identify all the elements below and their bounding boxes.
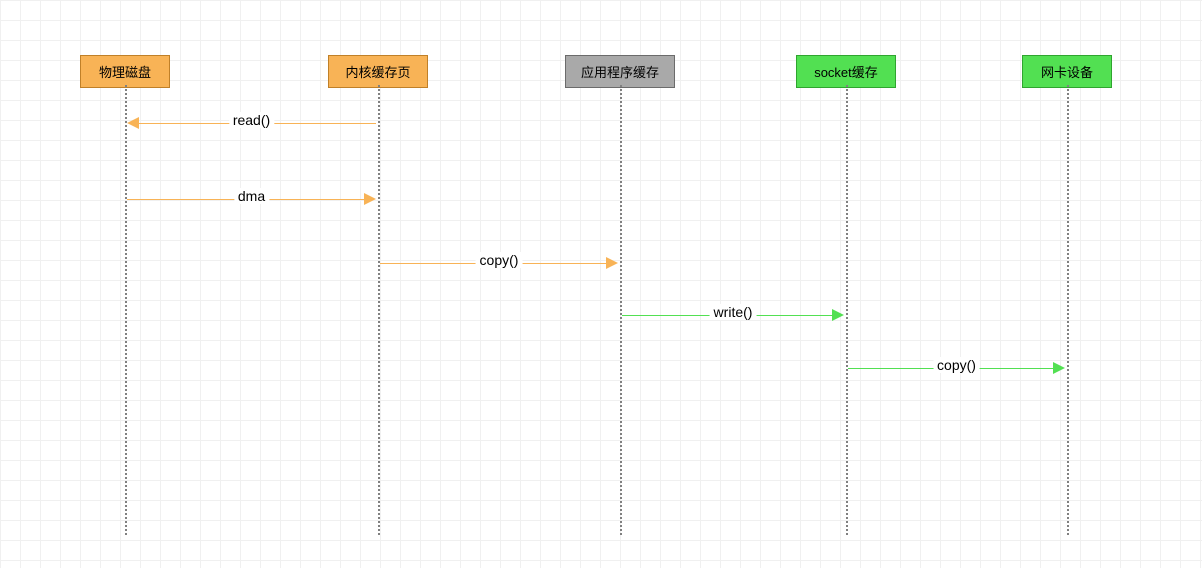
message-arrowhead-4 [1053, 362, 1065, 374]
message-arrowhead-2 [606, 257, 618, 269]
message-label-2: copy() [476, 252, 523, 268]
participant-kernel: 内核缓存页 [328, 55, 428, 88]
lifeline-socket [846, 85, 848, 535]
message-label-0: read() [229, 112, 274, 128]
lifeline-app [620, 85, 622, 535]
participant-disk: 物理磁盘 [80, 55, 170, 88]
message-label-4: copy() [933, 357, 980, 373]
message-arrowhead-3 [832, 309, 844, 321]
participant-nic: 网卡设备 [1022, 55, 1112, 88]
participant-app: 应用程序缓存 [565, 55, 675, 88]
message-label-1: dma [234, 188, 269, 204]
lifeline-nic [1067, 85, 1069, 535]
message-arrowhead-1 [364, 193, 376, 205]
lifeline-kernel [378, 85, 380, 535]
lifeline-disk [125, 85, 127, 535]
message-label-3: write() [710, 304, 757, 320]
participant-socket: socket缓存 [796, 55, 896, 88]
message-arrowhead-0 [127, 117, 139, 129]
